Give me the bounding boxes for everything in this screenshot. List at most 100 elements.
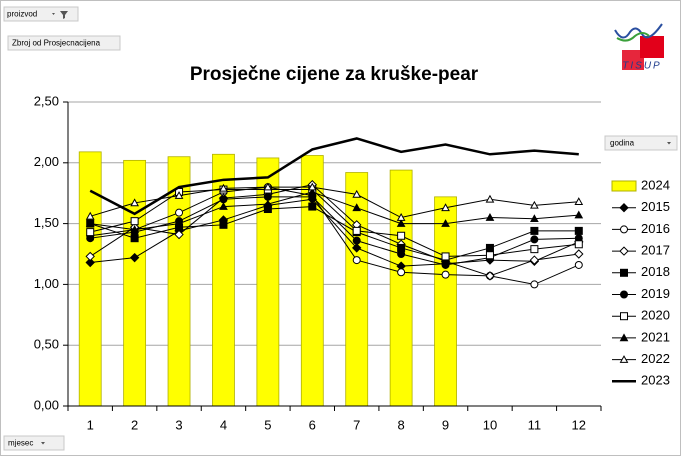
- legend-field-button[interactable]: [604, 135, 678, 151]
- marker: [219, 183, 228, 192]
- marker: [219, 220, 228, 229]
- y-tick-label: 1,00: [34, 276, 59, 291]
- marker: [485, 212, 495, 221]
- marker: [352, 203, 362, 212]
- y-tick-label: 1,50: [34, 215, 59, 230]
- x-tick-label: 4: [220, 417, 227, 432]
- legend-label: 2023: [641, 373, 670, 388]
- marker: [397, 250, 406, 258]
- x-tick-label: 10: [483, 417, 497, 432]
- dropdown-arrow: [41, 442, 45, 445]
- marker: [85, 219, 95, 227]
- marker: [530, 214, 539, 223]
- marker: [263, 199, 273, 208]
- marker: [174, 191, 184, 199]
- x-tick-label: 12: [572, 417, 586, 432]
- marker: [441, 260, 450, 269]
- bar: [78, 151, 102, 407]
- line: [90, 198, 579, 267]
- marker: [574, 240, 583, 249]
- page-field-button[interactable]: [3, 6, 79, 22]
- marker: [85, 257, 95, 268]
- marker: [530, 200, 539, 209]
- marker: [174, 219, 184, 227]
- marker: [485, 251, 494, 260]
- marker: [529, 255, 540, 265]
- x-tick-label: 1: [87, 417, 94, 432]
- x-tick-label: 5: [264, 417, 271, 432]
- line: [90, 186, 579, 219]
- marker: [574, 226, 583, 235]
- marker: [86, 228, 95, 237]
- marker: [441, 270, 450, 279]
- marker: [574, 197, 584, 206]
- legend-label: 2022: [641, 351, 670, 366]
- marker: [619, 246, 629, 256]
- logo-square: [622, 50, 644, 70]
- marker: [219, 202, 228, 210]
- marker: [620, 225, 628, 234]
- marker: [619, 355, 629, 363]
- x-tick-label: 6: [309, 417, 316, 432]
- marker: [130, 198, 139, 207]
- logo-text: TISUP: [622, 61, 661, 72]
- marker: [397, 231, 406, 240]
- y-tick-label: 2,00: [34, 154, 59, 169]
- marker: [352, 236, 361, 245]
- dropdown-arrow: [667, 142, 671, 145]
- marker: [397, 268, 406, 277]
- page-field-label: proizvod: [7, 10, 37, 19]
- marker: [396, 219, 406, 227]
- marker: [620, 268, 628, 277]
- marker: [175, 208, 184, 217]
- legend-label: 2021: [641, 329, 670, 344]
- bar: [434, 196, 457, 407]
- marker: [352, 243, 362, 253]
- marker: [352, 189, 362, 198]
- x-tick-label: 9: [442, 417, 449, 432]
- y-tick-label: 2,50: [34, 93, 59, 108]
- legend-label: 2015: [641, 199, 670, 214]
- line: [89, 137, 579, 216]
- marker: [396, 212, 406, 221]
- marker: [574, 260, 583, 269]
- marker: [530, 245, 539, 254]
- data-field-button[interactable]: [7, 35, 121, 51]
- axis-field-label: mjesec: [8, 439, 33, 448]
- marker: [441, 203, 450, 212]
- marker: [619, 202, 629, 213]
- line: [90, 186, 579, 285]
- logo-line: [614, 23, 663, 39]
- marker: [574, 249, 584, 259]
- marker: [352, 226, 361, 235]
- y-tick-label: 0,50: [34, 337, 59, 352]
- bar: [389, 169, 413, 407]
- marker: [263, 192, 272, 201]
- legend: 2024 2015 2016 2017 2018 2019 2020 2021 2022 2023: [611, 177, 670, 388]
- legend-field-label: godina: [610, 139, 635, 148]
- legend-swatch: [611, 180, 637, 192]
- chart-title: Prosječne cijene za kruške-pear: [190, 64, 479, 85]
- bar: [123, 159, 147, 407]
- legend-label: 2024: [641, 177, 670, 192]
- marker: [441, 252, 450, 261]
- marker: [620, 290, 628, 299]
- marker: [530, 226, 539, 235]
- x-tick-label: 7: [353, 417, 360, 432]
- marker: [85, 211, 95, 220]
- legend-label: 2018: [641, 264, 670, 279]
- marker: [219, 195, 228, 204]
- x-tick-label: 2: [131, 417, 138, 432]
- line: [89, 184, 579, 277]
- x-tick-label: 8: [398, 417, 405, 432]
- y-tick-label: 0,00: [34, 397, 59, 412]
- logo-square: [640, 36, 664, 58]
- data-field-label: Zbroj od Prosjecnacijena: [12, 39, 101, 48]
- marker: [130, 225, 139, 233]
- axis-field-button[interactable]: [3, 435, 65, 451]
- marker: [620, 312, 628, 321]
- line: [90, 191, 579, 231]
- x-tick-label: 11: [528, 417, 542, 432]
